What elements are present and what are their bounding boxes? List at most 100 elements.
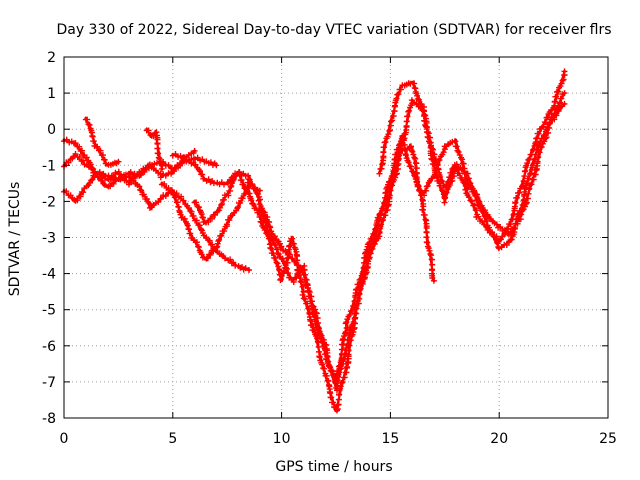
data-point (160, 174, 164, 178)
data-point (225, 221, 229, 225)
data-point (138, 185, 142, 189)
data-point (247, 174, 251, 178)
y-axis-label: SDTVAR / TECUs (7, 182, 23, 297)
y-tick-label: 2 (47, 50, 56, 66)
data-point (247, 268, 251, 272)
data-point (421, 207, 425, 211)
data-point (432, 163, 436, 167)
data-point (258, 207, 262, 211)
data-point (214, 210, 218, 214)
data-point (432, 279, 436, 283)
data-point (399, 134, 403, 138)
data-point (269, 243, 273, 247)
data-point (193, 149, 197, 153)
data-point (410, 80, 414, 84)
data-point (465, 189, 469, 193)
data-point (160, 196, 164, 200)
data-point (214, 163, 218, 167)
data-point (410, 171, 414, 174)
data-point (367, 257, 371, 261)
tick-layer: 0 5 10 15 20 25 -8 -7 -6 -5 -4 -3 -2 -1 0 1 2 (42, 50, 617, 447)
data-point (106, 185, 109, 189)
data-point (193, 156, 197, 160)
data-point (563, 102, 566, 106)
data-point (182, 199, 186, 203)
x-tick-label: 5 (168, 431, 177, 447)
data-point (301, 293, 305, 297)
data-point (280, 257, 284, 261)
y-tick-label: -2 (42, 194, 56, 210)
data-point (193, 199, 197, 203)
data-point (454, 138, 458, 142)
data-point (334, 380, 338, 384)
data-point (519, 207, 523, 211)
data-point (73, 199, 77, 203)
data-point (138, 174, 142, 178)
y-tick-label: -1 (42, 158, 56, 174)
data-point (421, 106, 425, 109)
x-axis-label: GPS time / hours (275, 459, 392, 475)
data-point (541, 124, 545, 128)
data-point (95, 171, 99, 174)
data-point (454, 163, 458, 167)
data-point (171, 153, 175, 156)
data-point (410, 145, 414, 149)
data-point (345, 322, 349, 326)
y-tick-label: 1 (47, 86, 56, 102)
data-point (301, 264, 305, 268)
data-point (388, 178, 392, 182)
data-point (399, 84, 403, 88)
data-point (225, 181, 229, 185)
data-point (258, 189, 262, 193)
data-point (149, 163, 153, 167)
data-point (106, 163, 109, 167)
data-point (84, 185, 88, 189)
data-point (193, 239, 197, 243)
data-point (214, 181, 218, 185)
data-point (236, 207, 240, 211)
data-point (312, 315, 316, 319)
data-point (225, 257, 229, 261)
data-point (73, 153, 77, 156)
x-tick-label: 0 (60, 431, 69, 447)
data-point (236, 171, 240, 174)
data-point (388, 120, 392, 124)
y-tick-label: -7 (42, 375, 56, 391)
data-point (465, 178, 469, 182)
data-point (508, 239, 512, 243)
x-tick-label: 10 (273, 431, 291, 447)
data-point (203, 178, 207, 182)
data-point (73, 142, 77, 146)
data-point (378, 171, 381, 174)
data-point (475, 214, 479, 218)
data-point (160, 167, 164, 171)
data-point (236, 264, 240, 268)
data-point (127, 181, 131, 185)
y-tick-label: -4 (42, 267, 56, 283)
data-point (388, 192, 392, 196)
x-tick-label: 25 (599, 431, 617, 447)
data-point (116, 171, 120, 174)
data-point (182, 218, 186, 221)
data-point (193, 163, 197, 167)
data-point (280, 279, 284, 283)
data-point (541, 134, 545, 138)
data-point (127, 171, 131, 174)
data-point (106, 178, 109, 182)
data-point (552, 116, 556, 120)
data-point (247, 192, 251, 196)
data-point (378, 214, 381, 218)
data-point (443, 185, 447, 189)
data-point (171, 192, 175, 196)
data-point (95, 145, 99, 149)
data-point (258, 199, 262, 203)
data-point (280, 246, 284, 250)
data-point (443, 145, 447, 149)
data-point (145, 127, 149, 131)
y-tick-label: -5 (42, 303, 56, 319)
data-point (486, 228, 490, 232)
y-tick-label: -6 (42, 339, 56, 355)
data-point (214, 246, 218, 250)
